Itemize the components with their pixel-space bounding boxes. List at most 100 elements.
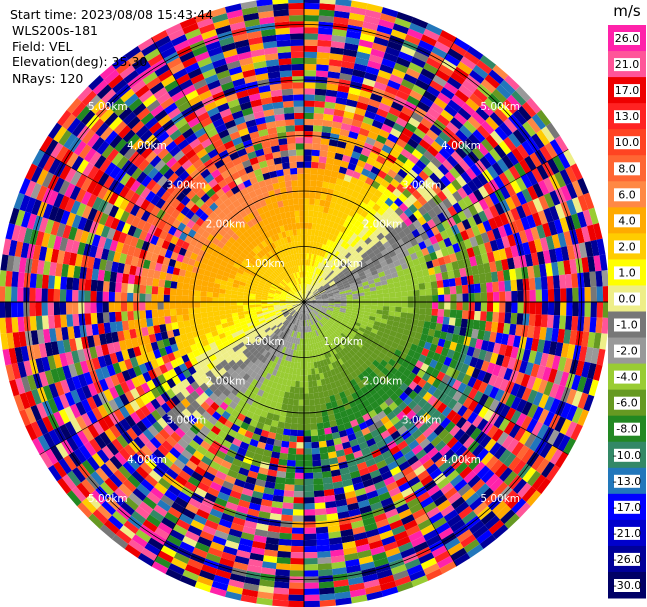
range-gate-cell bbox=[358, 307, 365, 312]
range-gate-cell bbox=[326, 310, 333, 315]
range-gate-cell bbox=[543, 192, 555, 208]
range-gate-cell bbox=[382, 288, 389, 294]
range-gate-cell bbox=[361, 233, 369, 242]
range-gate-cell bbox=[493, 445, 507, 460]
range-gate-cell bbox=[84, 279, 92, 291]
range-gate-cell bbox=[157, 286, 165, 295]
range-gate-cell bbox=[190, 470, 204, 482]
range-gate-cell bbox=[310, 253, 315, 261]
range-gate-cell bbox=[407, 138, 419, 149]
range-gate-cell bbox=[326, 513, 339, 521]
range-gate-cell bbox=[66, 314, 74, 327]
range-gate-cell bbox=[182, 289, 189, 296]
range-gate-cell bbox=[78, 313, 86, 326]
range-gate-cell bbox=[364, 291, 371, 296]
range-gate-cell bbox=[295, 319, 299, 326]
range-gate-cell bbox=[356, 493, 369, 503]
range-gate-cell bbox=[454, 501, 470, 515]
range-gate-cell bbox=[304, 240, 308, 248]
range-gate-cell bbox=[224, 434, 235, 444]
range-gate-cell bbox=[229, 443, 240, 453]
range-gate-cell bbox=[334, 493, 346, 501]
range-gate-cell bbox=[316, 283, 322, 290]
range-gate-cell bbox=[439, 331, 448, 340]
range-gate-cell bbox=[536, 423, 549, 440]
range-gate-cell bbox=[258, 415, 267, 424]
range-gate-cell bbox=[405, 67, 421, 79]
range-gate-cell bbox=[348, 464, 359, 474]
range-gate-cell bbox=[432, 517, 447, 530]
range-gate-cell bbox=[489, 441, 502, 456]
range-gate-cell bbox=[437, 239, 447, 250]
range-gate-cell bbox=[324, 377, 331, 385]
range-gate-cell bbox=[385, 388, 395, 398]
range-gate-cell bbox=[259, 505, 272, 514]
range-gate-cell bbox=[309, 298, 316, 301]
range-gate-cell bbox=[283, 320, 289, 326]
range-gate-cell bbox=[551, 328, 560, 343]
range-gate-cell bbox=[360, 252, 369, 259]
range-gate-cell bbox=[442, 143, 456, 156]
range-gate-cell bbox=[329, 394, 337, 403]
range-gate-cell bbox=[345, 289, 352, 294]
range-gate-cell bbox=[409, 569, 426, 582]
range-gate-cell bbox=[314, 502, 326, 510]
range-gate-cell bbox=[533, 351, 543, 366]
range-gate-cell bbox=[252, 386, 260, 395]
range-gate-cell bbox=[545, 327, 553, 342]
range-gate-cell bbox=[362, 351, 371, 360]
range-gate-cell bbox=[352, 424, 362, 434]
range-gate-cell bbox=[465, 492, 480, 507]
range-gate-cell bbox=[403, 217, 413, 227]
range-gate-cell bbox=[348, 399, 357, 408]
range-gate-cell bbox=[433, 424, 445, 436]
range-gate-cell bbox=[492, 364, 502, 377]
range-gate-cell bbox=[321, 325, 328, 332]
range-gate-cell bbox=[429, 359, 438, 369]
range-gate-cell bbox=[319, 320, 325, 326]
range-gate-cell bbox=[587, 256, 596, 273]
range-gate-cell bbox=[307, 319, 311, 326]
range-gate-cell bbox=[322, 317, 328, 323]
range-gate-cell bbox=[401, 249, 410, 258]
range-gate-cell bbox=[121, 282, 128, 293]
range-gate-cell bbox=[473, 390, 484, 403]
range-gate-cell bbox=[409, 252, 418, 261]
range-gate-cell bbox=[255, 522, 269, 532]
range-gate-cell bbox=[275, 402, 283, 410]
range-gate-cell bbox=[326, 350, 332, 358]
range-gate-cell bbox=[337, 172, 346, 181]
range-gate-cell bbox=[177, 491, 192, 503]
range-gate-cell bbox=[356, 435, 367, 445]
range-gate-cell bbox=[298, 350, 302, 357]
range-gate-cell bbox=[419, 438, 431, 450]
range-gate-cell bbox=[414, 174, 425, 186]
range-gate-cell bbox=[455, 129, 469, 143]
range-gate-cell bbox=[331, 164, 341, 173]
range-gate-cell bbox=[204, 420, 215, 431]
range-gate-cell bbox=[518, 360, 529, 374]
range-gate-cell bbox=[319, 0, 336, 5]
range-gate-cell bbox=[307, 291, 312, 298]
range-gate-cell bbox=[270, 419, 279, 428]
range-gate-cell bbox=[328, 139, 339, 147]
range-gate-cell bbox=[230, 423, 241, 433]
range-gate-cell bbox=[398, 373, 408, 383]
range-gate-cell bbox=[314, 292, 320, 296]
range-gate-cell bbox=[248, 558, 263, 568]
range-gate-cell bbox=[324, 274, 330, 281]
range-gate-cell bbox=[296, 442, 304, 449]
range-gate-cell bbox=[178, 513, 194, 526]
range-gate-cell bbox=[351, 312, 358, 317]
range-gate-cell bbox=[442, 197, 453, 209]
range-gate-cell bbox=[440, 417, 452, 429]
range-gate-cell bbox=[529, 152, 542, 168]
range-gate-cell bbox=[378, 444, 390, 455]
range-gate-cell bbox=[161, 472, 175, 485]
range-gate-cell bbox=[219, 401, 229, 411]
range-gate-cell bbox=[310, 343, 315, 351]
range-gate-cell bbox=[321, 470, 332, 479]
range-gate-cell bbox=[373, 189, 383, 199]
range-gate-cell bbox=[312, 310, 318, 315]
range-gate-cell bbox=[267, 360, 274, 368]
